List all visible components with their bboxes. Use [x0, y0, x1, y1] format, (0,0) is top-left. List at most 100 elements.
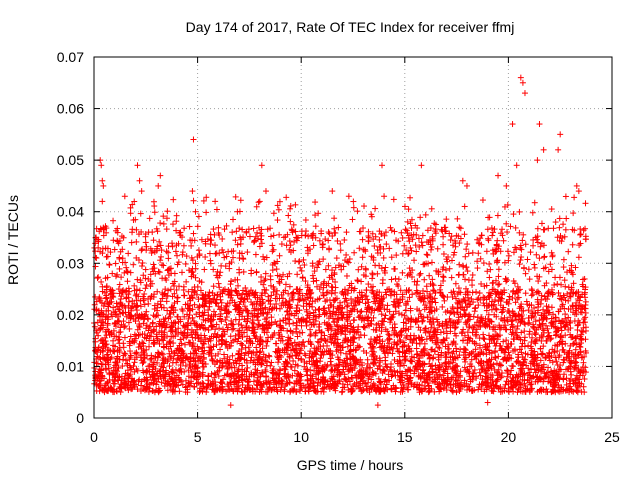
data-point	[480, 260, 487, 267]
data-point	[119, 255, 126, 262]
data-point	[140, 272, 147, 279]
data-point	[392, 275, 399, 282]
data-point	[151, 265, 158, 272]
data-point	[122, 357, 129, 364]
data-point	[276, 252, 283, 259]
data-point	[190, 230, 197, 237]
data-point	[189, 257, 196, 264]
data-point	[486, 332, 493, 339]
data-point	[388, 227, 395, 234]
data-point	[268, 233, 275, 240]
data-point	[127, 352, 134, 359]
data-point	[458, 330, 465, 337]
data-point	[167, 286, 174, 293]
data-point	[269, 267, 276, 274]
data-point	[532, 318, 539, 325]
data-point	[230, 216, 237, 223]
data-point	[163, 215, 170, 222]
data-point	[153, 381, 160, 388]
data-point	[128, 386, 135, 393]
data-point	[397, 389, 404, 396]
data-point	[453, 378, 460, 385]
data-point	[174, 252, 181, 259]
data-point	[420, 314, 427, 321]
data-point	[103, 332, 110, 339]
data-point	[287, 202, 294, 209]
data-point	[116, 265, 123, 272]
data-point	[479, 381, 486, 388]
data-point	[193, 350, 200, 357]
data-point	[362, 300, 369, 307]
data-points	[91, 74, 590, 409]
data-point	[554, 281, 561, 288]
data-point	[515, 351, 522, 358]
data-point	[382, 229, 389, 236]
data-point	[376, 236, 383, 243]
data-point	[550, 225, 557, 232]
data-point	[400, 319, 407, 326]
data-point	[380, 254, 387, 261]
data-point	[525, 307, 532, 314]
data-point	[407, 244, 414, 251]
data-point	[180, 242, 187, 249]
data-point	[552, 219, 559, 226]
data-point	[461, 332, 468, 339]
data-point	[186, 223, 193, 230]
data-point	[427, 246, 434, 253]
data-point	[473, 288, 480, 295]
data-point	[440, 328, 447, 335]
data-point	[553, 358, 560, 365]
data-point	[446, 265, 453, 272]
data-point	[116, 281, 123, 288]
data-point	[205, 326, 212, 333]
data-point	[443, 216, 450, 223]
data-point	[291, 238, 298, 245]
data-point	[325, 262, 332, 269]
data-point	[370, 314, 377, 321]
data-point	[145, 388, 152, 395]
data-point	[391, 356, 398, 363]
data-point	[426, 272, 433, 279]
data-point	[181, 225, 188, 232]
data-point	[178, 269, 185, 276]
data-point	[409, 291, 416, 298]
data-point	[464, 241, 471, 248]
data-point	[370, 380, 377, 387]
data-point	[142, 275, 149, 282]
data-point	[483, 307, 490, 314]
data-point	[147, 356, 154, 363]
data-point	[445, 253, 452, 260]
data-point	[448, 274, 455, 281]
data-point	[356, 334, 363, 341]
data-point	[562, 366, 569, 373]
data-point	[548, 319, 555, 326]
data-point	[401, 312, 408, 319]
data-point	[556, 215, 563, 222]
data-point	[395, 276, 402, 283]
data-point	[213, 341, 220, 348]
data-point	[302, 216, 309, 223]
data-point	[124, 269, 131, 276]
data-point	[133, 297, 140, 304]
data-point	[92, 254, 99, 261]
data-point	[157, 242, 164, 249]
data-point	[562, 283, 569, 290]
data-point	[421, 340, 428, 347]
data-point	[504, 229, 511, 236]
data-point	[527, 381, 534, 388]
data-point	[315, 323, 322, 330]
data-point	[452, 237, 459, 244]
data-point	[237, 197, 244, 204]
data-point	[562, 332, 569, 339]
data-point	[415, 293, 422, 300]
data-point	[197, 287, 204, 294]
data-point	[227, 281, 234, 288]
data-point	[447, 236, 454, 243]
data-point	[186, 267, 193, 274]
data-point	[166, 363, 173, 370]
data-point	[491, 226, 498, 233]
data-point	[275, 206, 282, 213]
data-point	[137, 210, 144, 217]
data-point	[461, 297, 468, 304]
